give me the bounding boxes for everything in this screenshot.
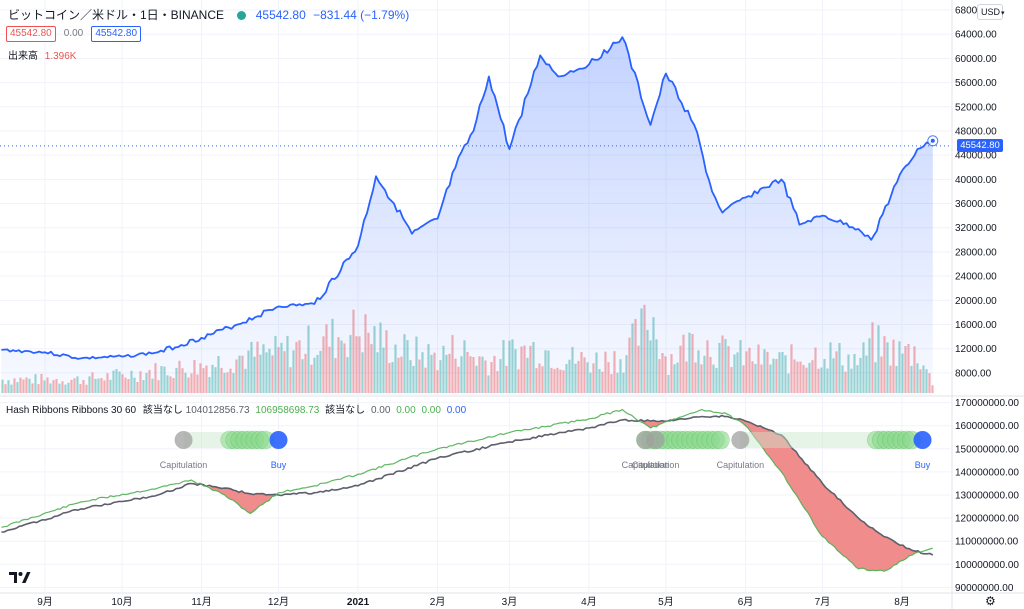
capitulation-label: Capitulation bbox=[160, 460, 208, 470]
last-price-dot bbox=[930, 138, 935, 143]
x-tick-label: 8月 bbox=[894, 596, 910, 608]
price-area-fill bbox=[1, 37, 933, 395]
y-tick-label: 68000.00 bbox=[955, 6, 997, 17]
capitulation-label: Capitulation bbox=[717, 460, 765, 470]
capitulation-signal-dot bbox=[646, 431, 665, 449]
y-tick-label: 52000.00 bbox=[955, 102, 997, 113]
price-line bbox=[1, 36, 934, 360]
indicator-legend: Hash Ribbons Ribbons 30 60 該当なし 10401285… bbox=[6, 401, 466, 416]
indicator-value-2: 104012856.73 bbox=[185, 405, 250, 416]
price-change: −831.44 (−1.79%) bbox=[313, 8, 410, 22]
y-tick-label: 28000.00 bbox=[955, 247, 997, 258]
capitulation-band bbox=[209, 485, 276, 514]
buy-signal-dot bbox=[269, 431, 288, 449]
y-tick-label: 24000.00 bbox=[955, 272, 997, 283]
x-tick-label: 12月 bbox=[268, 596, 289, 608]
capitulation-label: Capitulation bbox=[622, 460, 670, 470]
spread-value: 0.00 bbox=[63, 28, 84, 39]
capitulation-label: Capitulation bbox=[632, 460, 680, 470]
ind-tick-label: 160000000.00 bbox=[955, 421, 1019, 432]
y-tick-label: 8000.00 bbox=[955, 368, 992, 379]
ind-tick-label: 120000000.00 bbox=[955, 514, 1019, 525]
indicator-params: Ribbons 30 60 bbox=[71, 405, 137, 416]
price-area bbox=[0, 36, 952, 395]
y-tick-label: 32000.00 bbox=[955, 223, 997, 234]
indicator-value-3: 106958698.73 bbox=[255, 405, 320, 416]
indicator-value-4: 該当なし bbox=[325, 405, 366, 416]
capitulation-signal-dot bbox=[731, 431, 750, 449]
x-tick-label: 11月 bbox=[191, 596, 211, 608]
indicator-name[interactable]: Hash Ribbons bbox=[6, 405, 69, 416]
last-price: 45542.80 bbox=[255, 8, 306, 22]
indicator-value-8: 0.00 bbox=[446, 405, 467, 416]
indicator-value-1: 該当なし bbox=[142, 405, 183, 416]
chevron-down-icon: ▾ bbox=[1001, 10, 1005, 17]
y-tick-label: 40000.00 bbox=[955, 175, 997, 186]
ind-tick-label: 110000000.00 bbox=[955, 537, 1019, 548]
sell-button[interactable]: 45542.80 bbox=[6, 26, 56, 42]
tradingview-logo-icon[interactable] bbox=[8, 569, 32, 585]
volume-legend: 出来高 1.396K bbox=[8, 47, 76, 62]
x-tick-label: 2月 bbox=[430, 596, 446, 608]
x-tick-label: 4月 bbox=[581, 596, 597, 608]
y-tick-label: 56000.00 bbox=[955, 78, 997, 89]
recovery-dot bbox=[711, 430, 730, 450]
x-tick-label: 5月 bbox=[658, 596, 674, 608]
axes: 9月 10月 11月 12月 2021 2月 3月 4月 5月 6月 7月 8月 8000.00 1200… bbox=[37, 6, 1019, 609]
ind-tick-label: 90000000.00 bbox=[955, 583, 1014, 594]
y-tick-label: 44000.00 bbox=[955, 151, 997, 162]
currency-select[interactable]: USD▾ bbox=[977, 4, 1005, 20]
currency-value: USD bbox=[981, 7, 1001, 17]
buy-button[interactable]: 45542.80 bbox=[91, 26, 142, 42]
capitulation-signal-dot bbox=[174, 431, 193, 449]
y-tick-label: 64000.00 bbox=[955, 30, 997, 41]
buy-signal-dot bbox=[913, 431, 932, 449]
settings-gear-icon[interactable]: ⚙ bbox=[985, 594, 996, 608]
symbol-title[interactable]: ビットコイン／米ドル・1日・BINANCE bbox=[8, 8, 225, 22]
y-tick-label: 16000.00 bbox=[955, 320, 997, 331]
status-dot-icon bbox=[237, 11, 247, 20]
capitulation-band bbox=[736, 418, 919, 572]
x-tick-label: 10月 bbox=[111, 596, 132, 608]
volume-value: 1.396K bbox=[44, 51, 77, 62]
chart-header: ビットコイン／米ドル・1日・BINANCE 45542.80 −831.44 (… bbox=[8, 6, 409, 23]
indicator-value-5: 0.00 bbox=[370, 405, 391, 416]
last-price-tag: 45542.80 bbox=[957, 139, 1003, 152]
hash-ribbon-60 bbox=[1, 414, 934, 556]
y-tick-label: 36000.00 bbox=[955, 199, 997, 210]
ind-tick-label: 150000000.00 bbox=[955, 444, 1019, 455]
y-tick-label: 48000.00 bbox=[955, 126, 997, 137]
x-tick-label: 6月 bbox=[738, 596, 754, 608]
indicator-value-7: 0.00 bbox=[421, 405, 441, 416]
x-tick-label: 7月 bbox=[815, 596, 831, 608]
y-tick-label: 20000.00 bbox=[955, 296, 997, 307]
x-tick-label: 9月 bbox=[37, 596, 53, 608]
x-tick-label: 2021 bbox=[347, 597, 370, 608]
hash-ribbon-30 bbox=[1, 408, 933, 572]
volume-label: 出来高 bbox=[8, 51, 38, 62]
indicator-value-6: 0.00 bbox=[396, 405, 416, 416]
buy-label: Buy bbox=[271, 460, 287, 470]
ind-tick-label: 130000000.00 bbox=[955, 491, 1019, 502]
y-tick-label: 12000.00 bbox=[955, 344, 997, 355]
y-tick-label: 60000.00 bbox=[955, 54, 997, 65]
buy-label: Buy bbox=[915, 460, 931, 470]
x-tick-label: 3月 bbox=[502, 596, 518, 608]
ind-tick-label: 100000000.00 bbox=[955, 560, 1019, 571]
ind-tick-label: 170000000.00 bbox=[955, 398, 1019, 409]
ind-tick-label: 140000000.00 bbox=[955, 467, 1019, 478]
bid-ask-row: 45542.80 0.00 45542.80 bbox=[6, 26, 142, 42]
